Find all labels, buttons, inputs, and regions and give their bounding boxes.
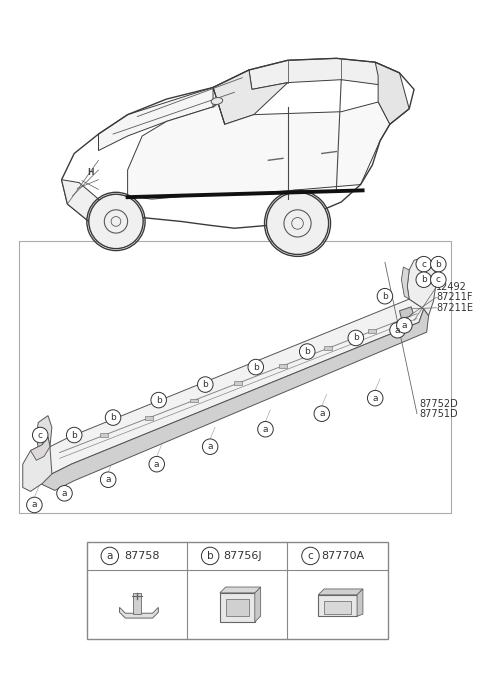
Polygon shape [98,70,249,151]
Text: a: a [402,321,407,330]
Text: b: b [353,333,359,343]
Text: 87756J: 87756J [223,551,262,561]
Circle shape [100,472,116,487]
Circle shape [89,194,143,248]
Circle shape [66,427,82,443]
Text: b: b [421,275,427,284]
Text: 87751D: 87751D [419,409,457,419]
Bar [226,599,249,616]
Polygon shape [249,59,399,90]
Text: c: c [421,260,426,269]
Text: a: a [32,501,37,509]
Polygon shape [61,180,98,221]
Polygon shape [31,437,50,460]
Text: 87752D: 87752D [419,399,457,409]
Polygon shape [399,307,413,318]
Circle shape [101,547,119,565]
Polygon shape [213,70,288,125]
Circle shape [416,272,432,287]
Polygon shape [407,257,436,316]
Text: 87770A: 87770A [321,551,364,561]
Bar [279,364,287,367]
Bar [318,595,357,616]
Text: 87211F: 87211F [436,292,473,302]
Polygon shape [36,416,52,458]
Circle shape [300,344,315,359]
Text: c: c [308,551,313,561]
Text: a: a [106,475,111,484]
Text: b: b [72,431,77,439]
Polygon shape [318,589,363,595]
Text: b: b [382,291,388,301]
Circle shape [416,256,432,272]
Polygon shape [128,87,390,199]
Bar [190,398,198,402]
Bar [133,593,141,614]
Bar [324,600,351,614]
Circle shape [202,547,219,565]
Text: c: c [436,275,441,284]
Polygon shape [220,587,261,593]
Circle shape [149,456,165,472]
Bar [369,329,376,333]
Text: a: a [319,409,324,418]
Circle shape [258,421,273,437]
Circle shape [198,377,213,392]
Circle shape [203,439,218,454]
Text: b: b [156,396,162,404]
Polygon shape [120,608,158,618]
Circle shape [57,485,72,501]
Text: b: b [304,347,310,356]
Circle shape [396,318,412,333]
Circle shape [314,406,330,421]
Bar [234,381,242,385]
Polygon shape [357,589,363,616]
Text: c: c [38,431,43,439]
Circle shape [431,256,446,272]
Text: a: a [372,394,378,402]
Polygon shape [38,309,429,491]
Text: b: b [110,413,116,422]
Polygon shape [375,62,409,125]
Text: 87211E: 87211E [436,303,473,313]
Text: 87758: 87758 [124,551,160,561]
Circle shape [431,272,446,287]
Text: 12492: 12492 [436,282,467,292]
Bar [324,347,332,351]
Text: a: a [263,425,268,433]
Circle shape [105,410,121,425]
Circle shape [377,289,393,304]
Circle shape [33,427,48,443]
Polygon shape [255,587,261,622]
Text: b: b [203,380,208,389]
Text: b: b [253,363,259,371]
Text: a: a [207,442,213,451]
Ellipse shape [211,98,223,104]
Polygon shape [42,299,424,474]
Polygon shape [23,437,52,491]
Text: H: H [87,168,94,178]
Bar [100,433,108,437]
Text: a: a [154,460,159,468]
Circle shape [248,359,264,375]
Circle shape [151,392,167,408]
Text: b: b [207,551,214,561]
Bar [145,416,153,420]
Text: b: b [435,260,441,269]
Bar [220,593,255,622]
Text: a: a [395,326,400,334]
Circle shape [390,322,405,338]
Circle shape [302,547,319,565]
Circle shape [348,330,363,346]
Circle shape [368,390,383,406]
Circle shape [266,192,329,254]
Circle shape [26,497,42,513]
Text: a: a [62,489,67,498]
Text: a: a [107,551,113,561]
Polygon shape [401,267,409,299]
